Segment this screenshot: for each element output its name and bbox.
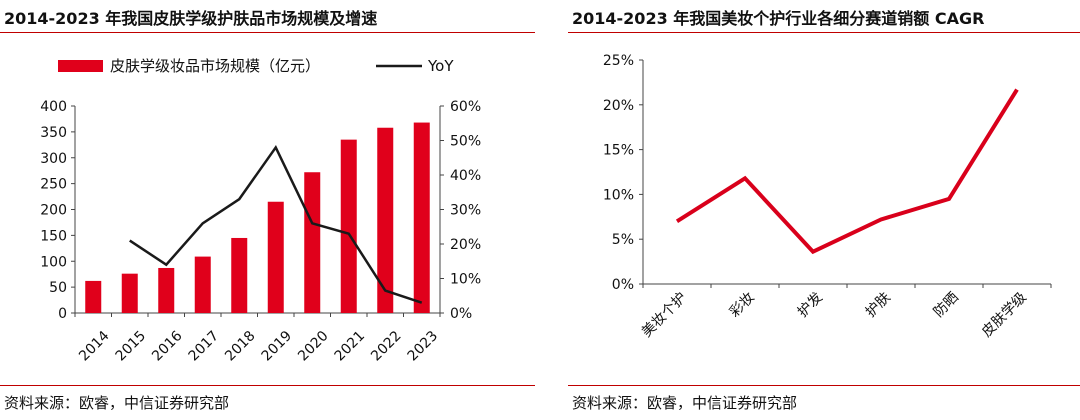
right-chart-y-tick-label: 0% — [612, 277, 634, 293]
left-x-tick-label: 2016 — [149, 328, 186, 365]
bar — [377, 127, 394, 313]
left-x-tick-label: 2014 — [76, 328, 113, 365]
right-source: 资料来源：欧睿，中信证券研究部 — [572, 394, 798, 412]
left-y-tick-label: 150 — [40, 228, 67, 244]
right-chart-panel: 2014-2023 年我国美妆个护行业各细分赛道销额 CAGR 0% 5% 10% 1… — [568, 0, 1080, 420]
left-y-tick-label: 300 — [40, 151, 67, 167]
left-source: 资料来源：欧睿，中信证券研究部 — [4, 394, 230, 412]
right-chart-y-tick-label: 20% — [603, 98, 634, 114]
cagr-line — [675, 88, 1019, 255]
bar — [194, 256, 211, 313]
bar — [340, 139, 357, 313]
left-chart-svg: 皮肤学级妆品市场规模（亿元） YoY 0 50 100 150 200 250 300 350 4… — [40, 57, 481, 365]
left-legend: 皮肤学级妆品市场规模（亿元） YoY — [58, 57, 454, 75]
bar — [413, 122, 430, 313]
left-bars — [85, 122, 430, 313]
right-chart-x-tick-label: 护发 — [795, 290, 826, 321]
right-chart-x-tick-label: 皮肤学级 — [979, 290, 1030, 341]
left-x-tick-label: 2019 — [259, 328, 296, 365]
left-y-tick-label: 200 — [40, 203, 67, 219]
left-title-rule — [0, 32, 535, 33]
right-chart-y-tick-label: 5% — [612, 232, 634, 248]
right-y-tick-label: 60% — [450, 99, 481, 115]
left-y-tick-label: 50 — [49, 280, 67, 296]
left-y-tick-label: 250 — [40, 177, 67, 193]
right-y-tick-label: 50% — [450, 134, 481, 150]
right-chart-title: 2014-2023 年我国美妆个护行业各细分赛道销额 CAGR — [572, 9, 985, 28]
left-y-tick-label: 400 — [40, 99, 67, 115]
right-y-tick-label: 10% — [450, 272, 481, 288]
left-source-rule — [0, 385, 535, 386]
yoy-line — [129, 144, 423, 304]
left-yoy-line — [129, 144, 423, 304]
left-x-tick-label: 2015 — [113, 328, 150, 365]
right-chart-x-tick-label: 美妆个护 — [639, 290, 690, 341]
legend-bar-label: 皮肤学级妆品市场规模（亿元） — [110, 57, 320, 75]
left-x-tick-label: 2022 — [368, 328, 405, 365]
right-chart-svg: 0% 5% 10% 15% 20% 25% 美妆个护 彩妆 护发 护肤 防晒 皮肤学级 — [603, 53, 1052, 341]
left-y-tick-label: 350 — [40, 125, 67, 141]
left-x-tick-label: 2021 — [332, 328, 369, 365]
right-y-tick-label: 30% — [450, 203, 481, 219]
bar — [121, 273, 138, 313]
left-x-tick-label: 2017 — [186, 328, 223, 365]
right-chart-y-tick-label: 10% — [603, 187, 634, 203]
bar — [85, 280, 102, 313]
bar — [231, 237, 248, 313]
legend-bar-swatch — [58, 60, 103, 72]
right-chart-x-tick-label: 护肤 — [863, 290, 894, 321]
bar — [267, 201, 284, 313]
right-chart-x-tick-label: 防晒 — [931, 290, 962, 321]
left-y-tick-label: 0 — [58, 306, 67, 322]
right-title-rule — [568, 32, 1080, 33]
left-x-tick-label: 2018 — [222, 328, 259, 365]
right-y-tick-label: 40% — [450, 168, 481, 184]
right-y-tick-label: 20% — [450, 237, 481, 253]
left-y-tick-label: 100 — [40, 254, 67, 270]
right-chart-y-tick-label: 15% — [603, 143, 634, 159]
left-x-tick-label: 2023 — [405, 328, 442, 365]
right-axes: 0% 5% 10% 15% 20% 25% 美妆个护 彩妆 护发 护肤 防晒 皮肤学级 — [603, 53, 1052, 341]
right-cagr-line — [675, 88, 1019, 255]
right-chart-y-tick-label: 25% — [603, 53, 634, 69]
legend-line-label: YoY — [427, 57, 454, 75]
right-chart-x-tick-label: 彩妆 — [727, 290, 758, 321]
bar — [158, 267, 175, 313]
left-chart-panel: 2014-2023 年我国皮肤学级护肤品市场规模及增速 皮肤学级妆品市场规模（亿… — [0, 0, 535, 420]
right-y-tick-label: 0% — [450, 306, 472, 322]
bar — [304, 172, 321, 313]
left-x-tick-label: 2020 — [295, 328, 332, 365]
left-chart-title: 2014-2023 年我国皮肤学级护肤品市场规模及增速 — [4, 9, 378, 28]
right-source-rule — [568, 385, 1080, 386]
